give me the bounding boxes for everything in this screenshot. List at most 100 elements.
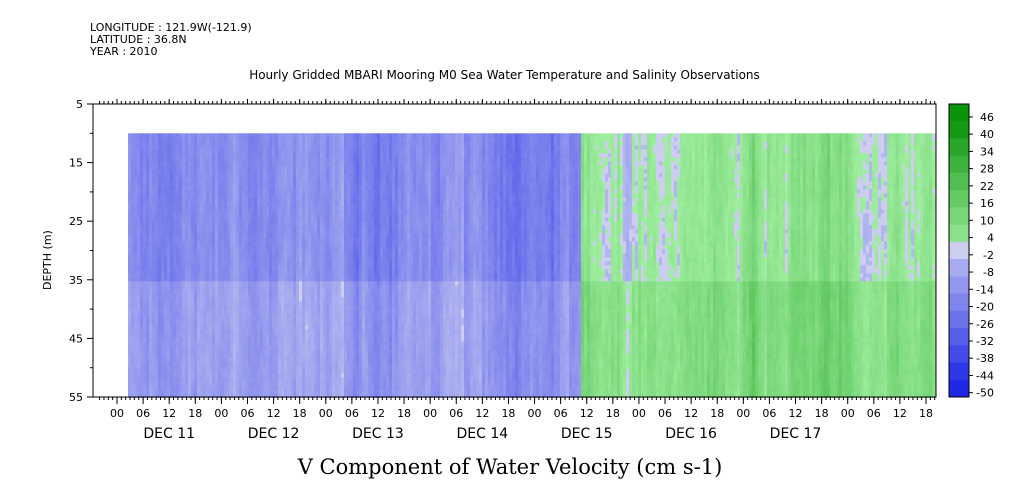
heatmap-cell — [182, 253, 186, 258]
heatmap-cell — [284, 165, 288, 170]
heatmap-cell — [299, 333, 303, 338]
heatmap-cell — [134, 253, 138, 258]
heatmap-cell — [164, 253, 168, 258]
heatmap-cell — [152, 133, 156, 138]
heatmap-cell — [224, 161, 228, 166]
heatmap-cell — [329, 181, 333, 186]
heatmap-cell — [152, 393, 156, 398]
heatmap-cell — [152, 357, 156, 362]
heatmap-cell — [206, 309, 210, 314]
heatmap-cell — [353, 205, 357, 210]
heatmap-cell — [212, 353, 216, 358]
heatmap-cell — [248, 229, 252, 234]
heatmap-cell — [167, 357, 171, 362]
heatmap-cell — [290, 189, 294, 194]
heatmap-cell — [344, 157, 348, 162]
heatmap-cell — [296, 325, 300, 330]
heatmap-cell — [179, 333, 183, 338]
heatmap-cell — [194, 249, 198, 254]
heatmap-cell — [200, 385, 204, 390]
heatmap-cell — [299, 301, 303, 306]
heatmap-cell — [185, 177, 189, 182]
heatmap-cell — [191, 201, 195, 206]
heatmap-cell — [164, 241, 168, 246]
heatmap-cell — [215, 357, 219, 362]
heatmap-cell — [335, 333, 339, 338]
heatmap-cell — [239, 209, 243, 214]
heatmap-cell — [251, 381, 255, 386]
heatmap-cell — [227, 137, 231, 142]
heatmap-cell — [146, 157, 150, 162]
heatmap-cell — [236, 385, 240, 390]
heatmap-cell — [338, 353, 342, 358]
heatmap-cell — [134, 213, 138, 218]
heatmap-cell — [323, 349, 327, 354]
heatmap-cell — [164, 245, 168, 250]
heatmap-cell — [245, 273, 249, 278]
heatmap-cell — [344, 297, 348, 302]
heatmap-cell — [254, 197, 258, 202]
heatmap-cell — [221, 309, 225, 314]
heatmap-cell — [197, 169, 201, 174]
heatmap-cell — [149, 253, 153, 258]
heatmap-cell — [332, 341, 336, 346]
heatmap-cell — [347, 313, 351, 318]
heatmap-cell — [173, 153, 177, 158]
heatmap-cell — [323, 273, 327, 278]
heatmap-cell — [173, 281, 177, 286]
heatmap-cell — [305, 317, 309, 322]
heatmap-cell — [206, 253, 210, 258]
heatmap-cell — [233, 309, 237, 314]
heatmap-cell — [332, 349, 336, 354]
heatmap-cell — [140, 237, 144, 242]
heatmap-cell — [134, 233, 138, 238]
heatmap-cell — [317, 373, 321, 378]
heatmap-cell — [275, 289, 279, 294]
heatmap-cell — [209, 137, 213, 142]
heatmap-cell — [347, 205, 351, 210]
heatmap-cell — [287, 377, 291, 382]
heatmap-cell — [326, 225, 330, 230]
heatmap-cell — [167, 201, 171, 206]
heatmap-cell — [308, 265, 312, 270]
heatmap-cell — [317, 329, 321, 334]
heatmap-cell — [137, 169, 141, 174]
heatmap-cell — [314, 337, 318, 342]
heatmap-cell — [263, 305, 267, 310]
heatmap-cell — [278, 149, 282, 154]
heatmap-cell — [260, 313, 264, 318]
heatmap-cell — [143, 149, 147, 154]
heatmap-cell — [158, 201, 162, 206]
heatmap-cell — [191, 297, 195, 302]
heatmap-cell — [209, 381, 213, 386]
heatmap-cell — [128, 193, 132, 198]
heatmap-cell — [206, 353, 210, 358]
heatmap-cell — [302, 221, 306, 226]
heatmap-cell — [296, 369, 300, 374]
heatmap-cell — [182, 133, 186, 138]
heatmap-cell — [158, 237, 162, 242]
heatmap-cell — [152, 189, 156, 194]
heatmap-cell — [257, 345, 261, 350]
heatmap-cell — [155, 165, 159, 170]
heatmap-cell — [314, 253, 318, 258]
heatmap-cell — [143, 265, 147, 270]
heatmap-cell — [206, 241, 210, 246]
heatmap-cell — [182, 213, 186, 218]
heatmap-cell — [131, 277, 135, 282]
heatmap-cell — [311, 293, 315, 298]
heatmap-cell — [215, 181, 219, 186]
heatmap-cell — [176, 197, 180, 202]
heatmap-cell — [251, 165, 255, 170]
heatmap-cell — [242, 197, 246, 202]
heatmap-cell — [239, 181, 243, 186]
heatmap-cell — [152, 237, 156, 242]
heatmap-cell — [347, 181, 351, 186]
heatmap-cell — [272, 157, 276, 162]
heatmap-cell — [236, 293, 240, 298]
heatmap-cell — [251, 385, 255, 390]
heatmap-cell — [272, 261, 276, 266]
heatmap-cell — [176, 229, 180, 234]
heatmap-cell — [155, 317, 159, 322]
heatmap-cell — [353, 249, 357, 254]
